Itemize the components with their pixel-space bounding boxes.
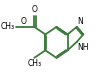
Text: O: O [20, 17, 26, 26]
Text: NH: NH [77, 43, 89, 52]
Text: N: N [77, 17, 83, 26]
Text: CH₃: CH₃ [1, 22, 15, 31]
Text: O: O [31, 5, 37, 14]
Text: CH₃: CH₃ [27, 59, 41, 68]
